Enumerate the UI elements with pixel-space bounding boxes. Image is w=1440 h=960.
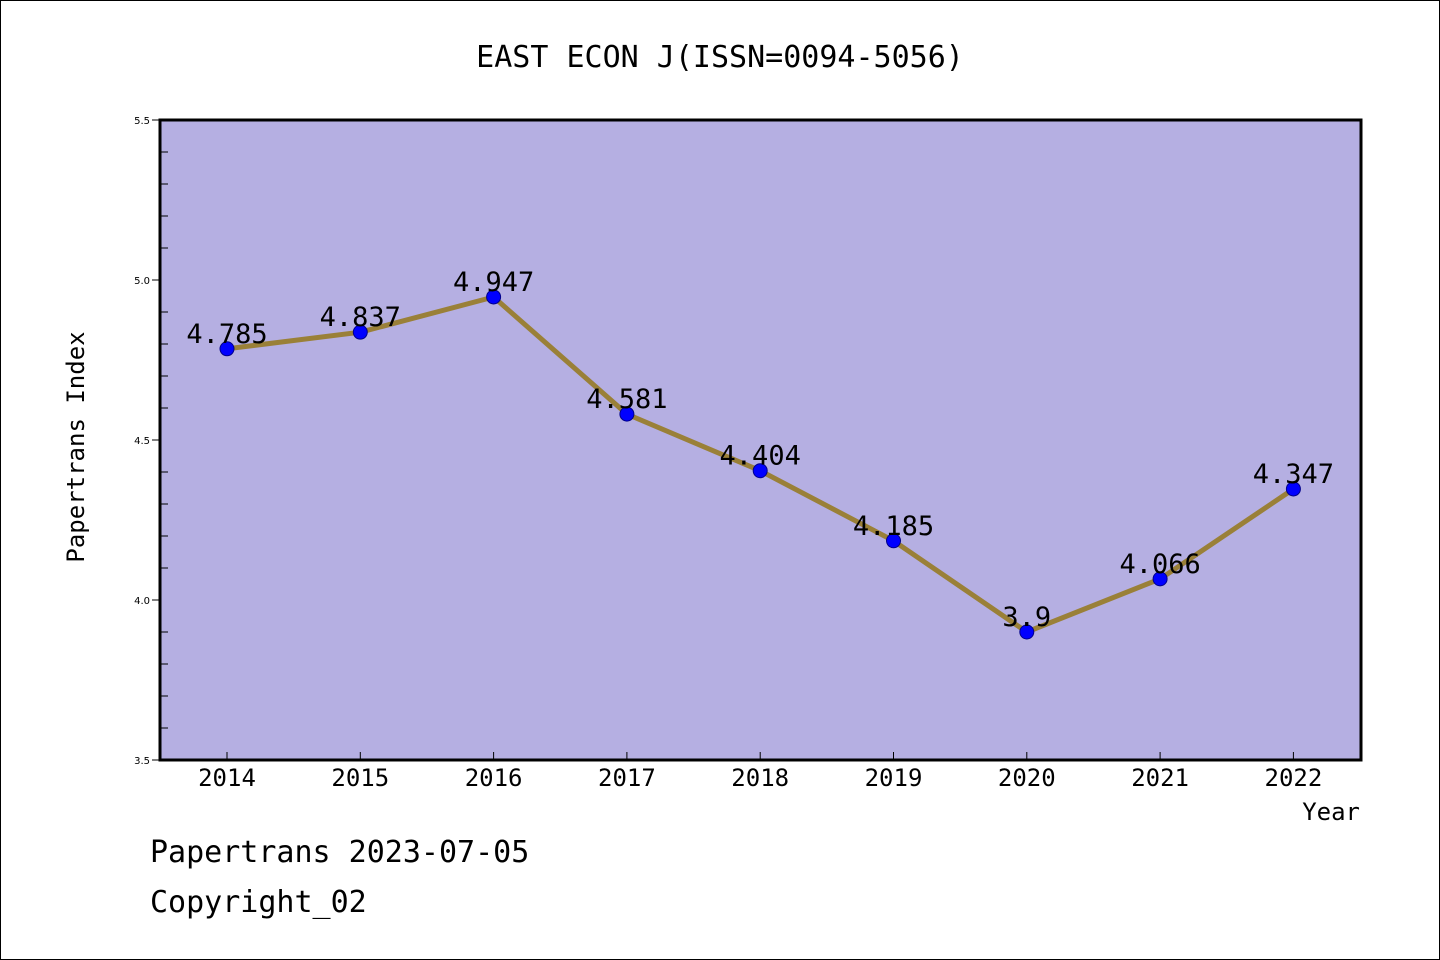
x-axis-label: Year xyxy=(1302,798,1360,826)
x-tick-label: 2017 xyxy=(598,764,656,792)
x-tick-label: 2014 xyxy=(198,764,256,792)
chart-title: EAST ECON J(ISSN=0094-5056) xyxy=(476,40,964,75)
data-label: 3.9 xyxy=(1002,602,1051,633)
data-point xyxy=(1019,624,1035,640)
data-point xyxy=(619,406,635,422)
data-point xyxy=(486,289,502,305)
x-tick-label: 2016 xyxy=(465,764,523,792)
y-axis-label: Papertrans Index xyxy=(62,331,90,562)
data-point xyxy=(752,463,768,479)
data-point xyxy=(1152,571,1168,587)
data-label: 4.347 xyxy=(1253,459,1334,490)
x-tick-label: 2018 xyxy=(731,764,789,792)
data-point xyxy=(886,533,901,549)
y-axis: 3.5 4.0 4.5 5.0 5.5 xyxy=(134,116,168,767)
data-labels: 4.785 4.837 4.947 4.581 4.404 4.185 3.9 4.066 4.… xyxy=(186,267,1334,633)
y-tick-label: 4.0 xyxy=(134,596,150,607)
y-tick-label: 3.5 xyxy=(134,756,150,767)
x-tick-label: 2015 xyxy=(331,764,389,792)
data-label: 4.947 xyxy=(453,267,534,298)
x-tick-label: 2019 xyxy=(865,764,923,792)
footer-copyright: Copyright_02 xyxy=(150,885,367,920)
data-point xyxy=(219,341,235,357)
data-label: 4.785 xyxy=(186,319,267,350)
x-tick-label: 2022 xyxy=(1265,764,1323,792)
series-markers xyxy=(219,289,1301,640)
data-label: 4.581 xyxy=(586,384,667,415)
plot-border xyxy=(158,118,1363,762)
data-label: 4.185 xyxy=(853,511,934,542)
data-label: 4.404 xyxy=(720,441,801,472)
plot-area xyxy=(160,120,1361,760)
y-tick-label: 5.0 xyxy=(134,276,150,287)
data-label: 4.066 xyxy=(1119,549,1200,580)
y-tick-label: 4.5 xyxy=(134,436,150,447)
y-tick-label: 5.5 xyxy=(134,116,150,127)
data-point xyxy=(352,324,368,340)
data-point xyxy=(1285,481,1301,497)
x-axis: 2014 2015 2016 2017 2018 2019 2020 2021 2022 xyxy=(198,752,1322,792)
footer-date: Papertrans 2023-07-05 xyxy=(150,835,530,870)
data-label: 4.837 xyxy=(320,302,401,333)
x-tick-label: 2020 xyxy=(998,764,1056,792)
x-tick-label: 2021 xyxy=(1131,764,1189,792)
